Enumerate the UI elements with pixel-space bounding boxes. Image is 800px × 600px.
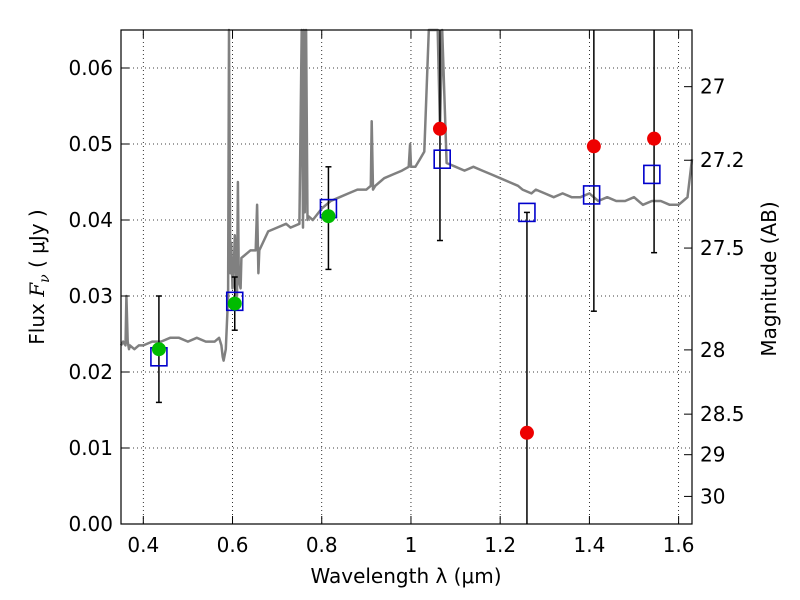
x-tick-label: 1.6 bbox=[663, 533, 695, 557]
model-box-marker bbox=[582, 185, 601, 205]
red-data-point bbox=[647, 131, 662, 146]
green-data-point bbox=[321, 209, 336, 224]
magnitude-tick-label: 27 bbox=[700, 75, 725, 99]
x-axis-label: Wavelength λ (μm) bbox=[310, 564, 501, 588]
x-tick-label: 0.6 bbox=[217, 533, 249, 557]
red-data-point bbox=[432, 121, 447, 136]
magnitude-tick-label: 29 bbox=[700, 443, 725, 467]
y-tick-label: 0.03 bbox=[68, 284, 113, 308]
magnitude-tick-label: 27.5 bbox=[700, 236, 745, 260]
spectrum-series bbox=[119, 28, 694, 362]
y-axis-label-subscript: ν bbox=[37, 274, 53, 283]
x-tick-label: 0.4 bbox=[127, 533, 159, 557]
model-box-marker bbox=[643, 164, 661, 185]
data-markers bbox=[150, 121, 662, 440]
y-axis-label-prefix: Flux bbox=[25, 297, 49, 345]
y-tick-label: 0.04 bbox=[68, 208, 113, 232]
red-data-point bbox=[586, 139, 601, 154]
plot-frame bbox=[120, 29, 693, 525]
y-tick-label: 0.00 bbox=[68, 512, 113, 536]
y-axis-label-suffix: ( μJy ) bbox=[25, 209, 49, 274]
spectrum-line bbox=[119, 28, 694, 362]
magnitude-tick-label: 27.2 bbox=[700, 148, 745, 172]
plot-background bbox=[121, 30, 692, 524]
model-box-marker bbox=[433, 149, 451, 169]
red-data-point bbox=[519, 425, 534, 440]
y-tick-label: 0.06 bbox=[68, 56, 113, 80]
y-axis-ticks: 0.00 0.01 0.02 0.03 0.04 0.05 0.06 bbox=[68, 56, 129, 536]
y-axis-label-symbol: F bbox=[25, 282, 49, 298]
magnitude-axis-label: Magnitude (AB) bbox=[757, 201, 781, 356]
y-tick-label: 0.02 bbox=[68, 360, 113, 384]
magnitude-axis-ticks: 27 27.2 27.5 28 28.5 29 30 bbox=[684, 75, 745, 508]
x-tick-label: 1.4 bbox=[573, 533, 605, 557]
model-box-marker bbox=[518, 202, 536, 223]
green-data-point bbox=[151, 342, 166, 357]
x-tick-label: 1 bbox=[405, 533, 418, 557]
x-axis-ticks: 0.4 0.6 0.8 1 1.2 1.4 1.6 bbox=[127, 30, 695, 557]
green-data-point bbox=[227, 296, 242, 311]
magnitude-tick-label: 30 bbox=[700, 484, 725, 508]
x-tick-label: 0.8 bbox=[306, 533, 338, 557]
y-axis-label: Flux Fν ( μJy ) bbox=[25, 209, 53, 344]
y-tick-label: 0.01 bbox=[68, 436, 113, 460]
y-tick-label: 0.05 bbox=[68, 132, 113, 156]
magnitude-tick-label: 28.5 bbox=[700, 402, 745, 426]
magnitude-tick-label: 28 bbox=[700, 338, 725, 362]
x-tick-label: 1.2 bbox=[484, 533, 516, 557]
